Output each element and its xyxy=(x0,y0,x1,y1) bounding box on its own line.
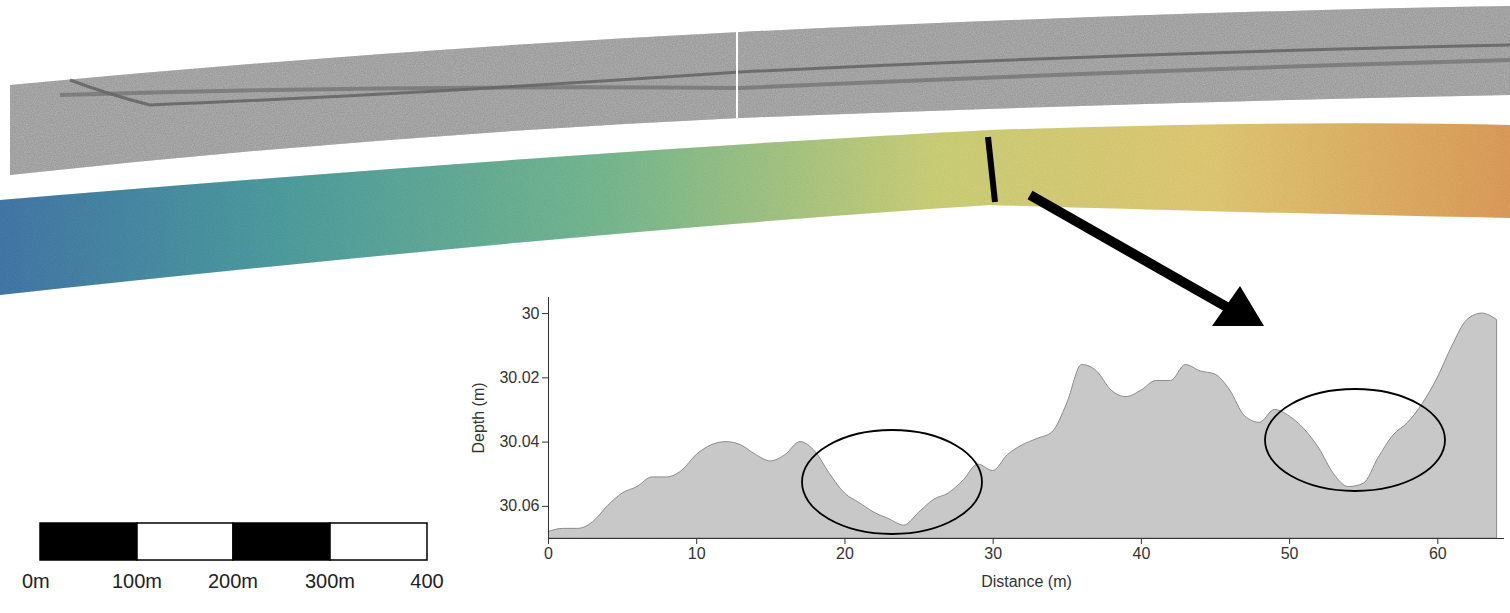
svg-text:Distance (m): Distance (m) xyxy=(981,573,1072,590)
svg-text:30.06: 30.06 xyxy=(499,497,539,514)
svg-text:200m: 200m xyxy=(208,570,258,592)
svg-text:100m: 100m xyxy=(112,570,162,592)
svg-text:300m: 300m xyxy=(305,570,355,592)
svg-text:60: 60 xyxy=(1429,545,1447,562)
svg-text:0: 0 xyxy=(544,545,553,562)
svg-text:Depth (m): Depth (m) xyxy=(470,382,487,453)
svg-text:0m: 0m xyxy=(22,570,50,592)
svg-text:30.02: 30.02 xyxy=(499,369,539,386)
svg-text:30: 30 xyxy=(984,545,1002,562)
svg-text:400: 400 xyxy=(410,570,443,592)
svg-text:40: 40 xyxy=(1132,545,1150,562)
svg-text:30.04: 30.04 xyxy=(499,433,539,450)
svg-text:10: 10 xyxy=(688,545,706,562)
svg-text:50: 50 xyxy=(1281,545,1299,562)
svg-text:20: 20 xyxy=(836,545,854,562)
svg-text:30: 30 xyxy=(522,305,540,322)
